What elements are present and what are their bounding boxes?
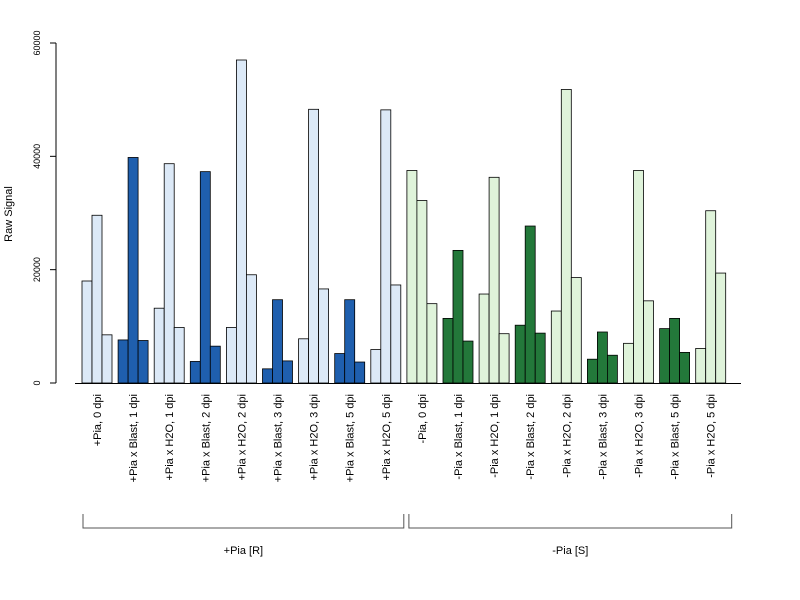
bar (550, 310, 562, 384)
bar (478, 293, 490, 384)
bar (514, 324, 526, 384)
bar (298, 338, 310, 384)
bar (235, 59, 247, 384)
bar (370, 349, 382, 384)
bar (560, 89, 572, 384)
category-label: +Pia, 0 dpi (92, 394, 104, 446)
bar (137, 340, 149, 384)
bar (695, 348, 707, 384)
y-axis: 0 20000 40000 60000 (32, 30, 57, 386)
bar (442, 317, 454, 384)
bar (117, 339, 129, 384)
bar (498, 333, 510, 384)
bar (308, 108, 320, 384)
bar (153, 307, 165, 384)
bar (406, 170, 418, 384)
bar (524, 225, 536, 384)
bar (643, 300, 654, 384)
bar (669, 317, 680, 384)
category-label: +Pia x Blast, 1 dpi (128, 394, 140, 482)
category-label: +Pia x H2O, 2 dpi (236, 394, 248, 481)
bar (163, 163, 175, 384)
bar (597, 331, 608, 384)
y-axis-title: Raw Signal (3, 186, 15, 242)
bar (426, 303, 438, 384)
y-tick-label: 0 (32, 380, 42, 385)
bar (282, 360, 293, 384)
y-tick-label: 40000 (32, 144, 42, 169)
category-label: +Pia x H2O, 3 dpi (309, 394, 321, 481)
category-label: -Pia, 0 dpi (417, 394, 429, 444)
group-label: -Pia [S] (552, 545, 588, 557)
bar (587, 358, 598, 384)
bar (679, 351, 690, 384)
bar (607, 354, 618, 384)
bar (354, 361, 366, 384)
group-label: +Pia [R] (224, 545, 263, 557)
bar (390, 284, 402, 384)
group-bracket (82, 514, 405, 529)
bar (101, 334, 113, 384)
category-label: +Pia x Blast, 5 dpi (345, 394, 357, 482)
category-label: -Pia x Blast, 1 dpi (453, 394, 465, 480)
category-label: -Pia x Blast, 3 dpi (597, 394, 609, 480)
y-tick-label: 20000 (32, 257, 42, 282)
group-bracket (408, 514, 733, 529)
bar (199, 171, 211, 384)
bar (534, 332, 546, 384)
bar (344, 299, 356, 384)
bar (173, 327, 185, 384)
bar (380, 109, 392, 384)
bar (127, 157, 139, 384)
bar (633, 170, 644, 384)
bar (659, 328, 670, 384)
category-label: -Pia x H2O, 3 dpi (634, 394, 646, 478)
bars (81, 59, 727, 384)
bar (262, 368, 273, 384)
category-label: -Pia x Blast, 5 dpi (670, 394, 682, 480)
category-label: -Pia x H2O, 2 dpi (561, 394, 573, 478)
bar (416, 200, 428, 384)
bar (209, 345, 221, 384)
category-label: -Pia x H2O, 5 dpi (706, 394, 718, 478)
category-label: -Pia x H2O, 1 dpi (489, 394, 501, 478)
bar (81, 280, 93, 384)
bar (272, 299, 283, 384)
category-labels: +Pia, 0 dpi +Pia x Blast, 1 dpi +Pia x H2O… (92, 394, 718, 482)
bar (462, 340, 474, 384)
bar (91, 214, 103, 384)
bar (245, 274, 257, 384)
bar (488, 176, 500, 384)
bar (705, 210, 717, 384)
category-label: +Pia x Blast, 3 dpi (273, 394, 285, 482)
y-tick-label: 60000 (32, 30, 42, 55)
bar (225, 327, 237, 384)
category-label: +Pia x Blast, 2 dpi (200, 394, 212, 482)
bar (570, 277, 582, 384)
category-label: +Pia x H2O, 5 dpi (381, 394, 393, 481)
group-brackets: +Pia [R] -Pia [S] (82, 514, 733, 557)
bar (189, 361, 201, 384)
category-label: +Pia x H2O, 1 dpi (164, 394, 176, 481)
bar (623, 342, 634, 384)
bar (318, 288, 330, 384)
bar (452, 249, 464, 384)
category-label: -Pia x Blast, 2 dpi (525, 394, 537, 480)
bar (715, 272, 727, 384)
bar (334, 353, 346, 384)
